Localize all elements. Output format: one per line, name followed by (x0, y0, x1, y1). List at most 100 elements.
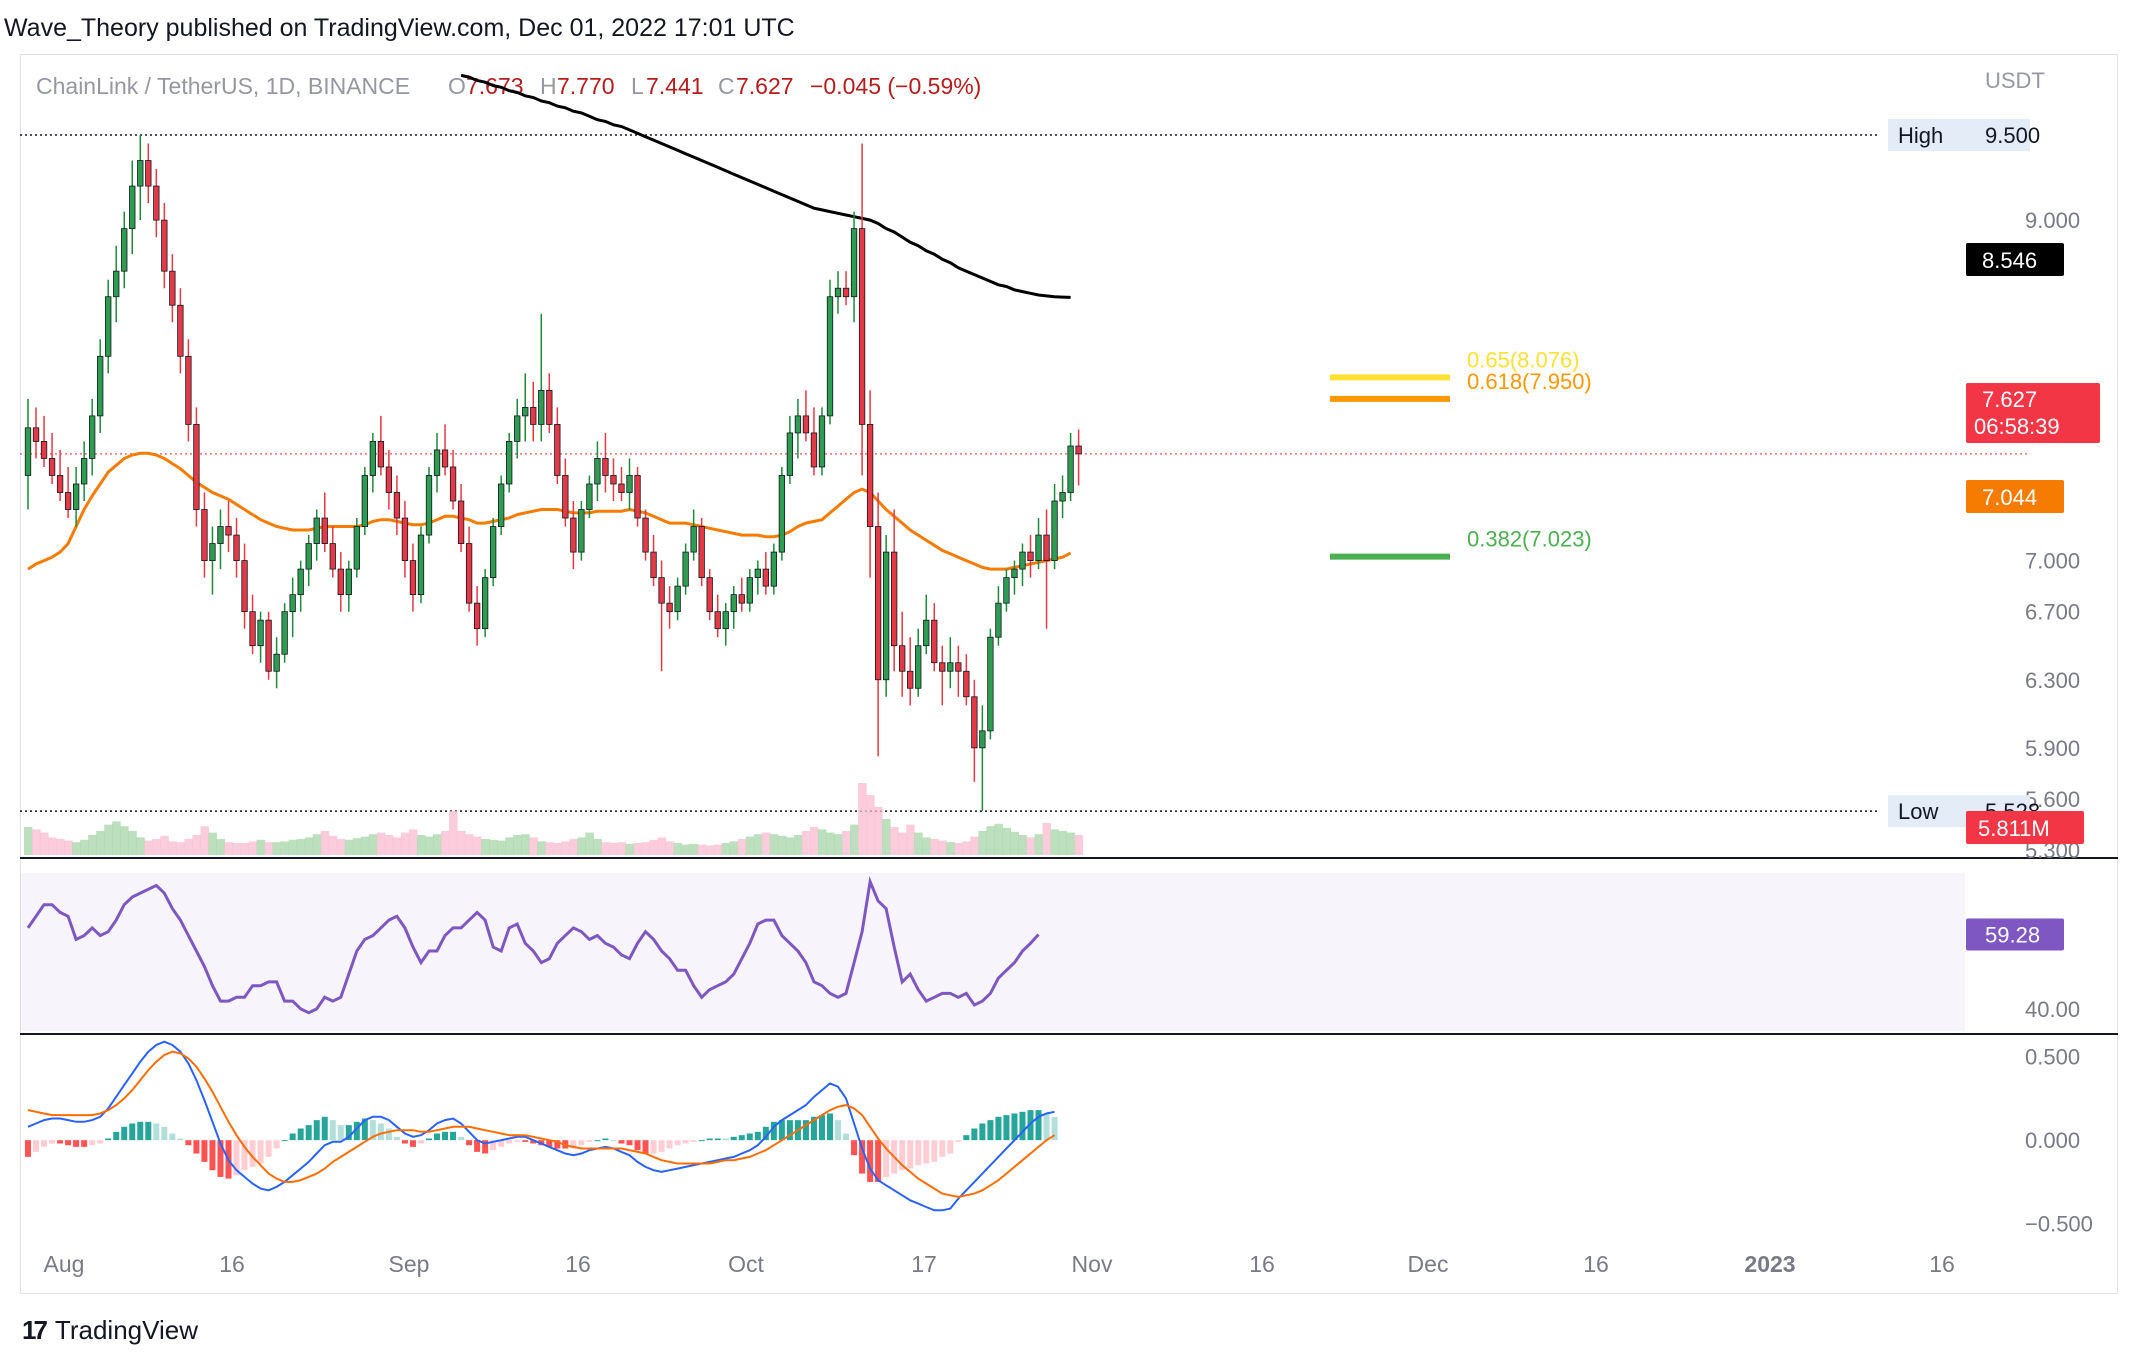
candle-body (80, 458, 88, 485)
candle-body (802, 415, 810, 434)
price-pane[interactable]: 0.65(8.076)0.618(7.950) 0.382(7.023) (20, 73, 2030, 812)
macd-histogram-bar (57, 1140, 64, 1144)
candle-body (145, 160, 152, 187)
rsi-pane[interactable] (26, 876, 1040, 1015)
candle-body (313, 517, 320, 544)
macd-histogram-bar (554, 1140, 561, 1149)
candle-body (153, 185, 160, 221)
candle-body (690, 526, 697, 553)
macd-histogram-bar (321, 1116, 328, 1141)
price-tick-label: 6.300 (2025, 668, 2080, 693)
candle-body (345, 568, 352, 596)
tradingview-logo[interactable]: 17 TradingView (22, 1310, 198, 1350)
x-tick-label: 2023 (1744, 1251, 1795, 1277)
macd-histogram-bar (642, 1140, 649, 1154)
candle-body (586, 483, 593, 510)
close-value: 7.627 (736, 73, 794, 99)
candle-body (72, 483, 80, 510)
volume-bar (657, 837, 667, 855)
macd-histogram-bar (514, 1140, 521, 1142)
candle-body (706, 577, 713, 613)
volume-bar (497, 840, 506, 855)
volume-bar (1058, 831, 1068, 855)
candle-body (778, 475, 786, 553)
volume-bar (160, 835, 169, 855)
volume-bar (264, 842, 274, 855)
low-badge-label: Low (1898, 799, 1938, 824)
volume-bar (128, 831, 137, 855)
tv-logo-icon: 17 (22, 1314, 48, 1345)
volume-bar (112, 821, 121, 855)
publish-header: Wave_Theory published on TradingView.com… (0, 0, 2132, 54)
candle-body (923, 619, 930, 647)
candle-body (481, 577, 489, 630)
macd-histogram-bar (89, 1140, 96, 1146)
volume-bar (729, 841, 739, 855)
macd-histogram-bar (626, 1140, 633, 1146)
macd-histogram-bar (137, 1121, 144, 1141)
volume-bar (72, 842, 81, 855)
macd-histogram-bar (1019, 1111, 1026, 1141)
volume-bar (761, 832, 771, 855)
candle-body (874, 526, 882, 681)
macd-histogram-bar (714, 1138, 721, 1141)
volume-bar (689, 843, 699, 855)
macd-histogram-bar (73, 1140, 80, 1147)
volume-bar (208, 832, 217, 855)
volume-bar (48, 837, 57, 855)
candle-body (939, 662, 946, 672)
volume-bar (793, 835, 803, 855)
macd-histogram-bar (899, 1140, 906, 1171)
candle-body (257, 619, 264, 647)
macd-histogram-bar (995, 1116, 1002, 1141)
macd-histogram-bar (971, 1128, 978, 1141)
macd-histogram-bar (786, 1120, 793, 1141)
candle-body (931, 619, 938, 664)
macd-histogram-bar (546, 1140, 553, 1147)
macd-histogram-bar (345, 1125, 352, 1141)
x-tick-label: Sep (389, 1251, 430, 1277)
candle-body (666, 602, 673, 613)
currency-label: USDT (1985, 68, 2045, 93)
macd-histogram-bar (65, 1140, 72, 1146)
high-badge-label: High (1898, 123, 1943, 148)
x-tick-label: 16 (1929, 1251, 1955, 1277)
volume-bar (104, 824, 113, 855)
macd-histogram-bar (987, 1120, 994, 1141)
candle-body (353, 526, 360, 570)
chart-svg[interactable]: ChainLink / TetherUS, 1D, BINANCE O 7.67… (0, 0, 2132, 1300)
candle-body (24, 427, 32, 476)
high-badge-bg (1888, 119, 2030, 151)
volume-bar (424, 836, 434, 855)
volume-bar (176, 842, 185, 855)
candle-body (161, 219, 168, 272)
candle-body (89, 415, 96, 459)
volume-bar (408, 829, 418, 855)
candle-body (193, 424, 200, 510)
axis-layer: 9.0008.0007.0006.7006.3005.9005.6005.300… (44, 119, 2100, 1277)
candle-body (626, 475, 633, 493)
chart-frame[interactable] (20, 54, 2118, 1294)
candle-body (289, 594, 296, 613)
volume-bar (874, 807, 883, 855)
volume-bar (481, 839, 490, 855)
macd-histogram-bar (33, 1140, 40, 1152)
candle-body (425, 475, 433, 536)
sma200-line (460, 73, 1071, 299)
candle-body (361, 475, 368, 527)
volume-bar (489, 839, 498, 855)
candle-body (538, 389, 545, 425)
volume-bar (1010, 831, 1019, 855)
low-label: L (631, 73, 644, 99)
macd-histogram-bar (329, 1120, 336, 1141)
volume-bar (280, 841, 290, 855)
volume-badge-value: 5.811M (1978, 816, 2050, 841)
macd-histogram-bar (730, 1136, 737, 1141)
macd-pane[interactable] (25, 1040, 1058, 1212)
candle-body (955, 662, 962, 672)
candle-body (225, 526, 232, 536)
volume-bar (842, 831, 851, 855)
macd-histogram-bar (875, 1140, 882, 1182)
volume-bar (922, 837, 931, 855)
volume-bar (152, 839, 161, 855)
